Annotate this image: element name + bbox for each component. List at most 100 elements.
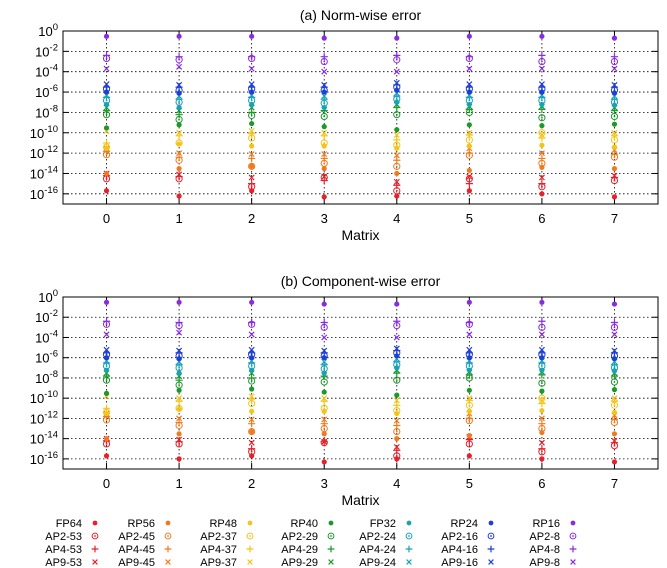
data-point-rp48 [466,143,472,149]
data-point-ap9-37 [321,395,328,402]
legend-label: RP48 [209,518,237,530]
data-point-ap9-53 [611,172,618,179]
data-point-ap9-16 [103,346,110,353]
data-point-fp64 [103,453,110,459]
data-point-ap9-53 [393,178,400,185]
data-point-rp48 [249,143,255,149]
data-point-ap9-53 [538,174,545,181]
legend-marker-ap2-29 [327,532,335,540]
data-point-ap9-16 [176,81,183,88]
x-tick-label: 5 [466,211,473,226]
data-point-ap2-29 [538,114,546,122]
data-point-ap9-53 [321,438,328,445]
x-tick-label: 4 [393,476,400,491]
data-point-fp64 [394,193,400,199]
x-axis-label: Matrix [341,227,379,243]
chart-title: (b) Component-wise error [281,273,441,289]
chart-panel-a: (a) Norm-wise error10010-210-410-610-810… [30,7,659,243]
y-tick-label: 10-2 [35,308,58,325]
y-tick-label: 10-14 [30,430,58,447]
data-point-ap9-45 [393,152,400,159]
data-points [102,33,619,200]
y-tick-label: 10-10 [30,124,58,141]
legend-label: AP4-24 [359,544,396,556]
data-point-ap2-29 [320,112,328,121]
y-tick-label: 10-2 [35,42,58,59]
legend-marker-rp24 [488,520,494,526]
data-point-ap9-8 [538,331,545,338]
data-point-rp40 [611,387,618,393]
data-point-ap4-53 [465,180,473,188]
legend-marker-ap9-24 [406,559,412,565]
data-point-rp56 [611,431,618,437]
data-point-rp16 [176,299,182,305]
y-tick-label: 10-14 [30,164,58,181]
data-point-ap4-45 [175,153,183,161]
data-point-ap4-8 [538,317,546,325]
y-tick-label: 10-16 [30,450,58,467]
data-point-ap9-16 [393,345,400,352]
data-point-ap9-53 [393,443,400,451]
data-point-rp48 [611,144,618,150]
data-point-ap9-45 [321,151,328,158]
data-point-ap9-53 [611,437,618,444]
data-point-ap9-37 [393,397,400,404]
data-point-rp48 [176,406,182,412]
data-point-ap4-45 [465,414,473,423]
chart-panel-b: (b) Component-wise error 100 10-2 10-4 10-6 1… [30,273,659,508]
data-point-rp16 [103,299,110,305]
legend-marker-ap4-8 [569,545,577,553]
data-point-ap4-37 [102,404,111,412]
data-point-ap9-16 [103,81,110,88]
legend-label: AP9-37 [200,557,237,568]
legend-label: AP2-24 [359,531,396,543]
legend-label: AP2-45 [118,531,155,543]
data-point-ap9-8 [466,331,473,338]
data-point-ap4-8 [465,53,473,61]
data-point-ap9-8 [248,331,255,338]
data-point-ap9-37 [176,129,183,136]
data-point-ap9-45 [321,416,328,423]
x-tick-label: 1 [175,476,182,491]
data-point-rp40 [394,392,400,398]
legend-marker-ap4-24 [405,545,413,553]
data-point-ap2-29 [610,378,619,386]
data-point-ap4-8 [175,318,183,327]
data-point-ap4-8 [393,317,401,325]
data-point-fp64 [466,188,472,194]
legend-marker-ap4-53 [91,545,99,553]
legend-label: AP4-8 [529,544,560,556]
data-point-ap9-16 [466,81,473,88]
legend-marker-ap9-16 [488,559,494,565]
data-point-rp48 [539,142,545,148]
legend-label: AP2-16 [441,531,478,543]
data-point-ap9-53 [321,173,328,180]
data-point-ap4-37 [393,401,401,409]
data-point-ap9-16 [466,346,473,353]
data-point-rp16 [611,35,618,41]
data-point-rp56 [321,431,327,437]
data-point-ap9-37 [611,395,618,402]
legend-marker-ap2-53 [91,532,99,540]
data-point-ap9-16 [248,346,255,353]
data-point-ap4-53 [248,445,256,453]
chart-title: (a) Norm-wise error [300,7,422,23]
data-point-fp64 [539,456,545,462]
data-point-ap9-37 [393,131,400,139]
legend-label: AP4-16 [441,544,478,556]
x-tick-label: 4 [393,211,400,226]
data-point-ap4-45 [538,420,546,428]
data-point-ap9-53 [466,173,473,180]
y-tick-label: 10-8 [35,369,58,386]
data-point-rp16 [249,299,255,305]
data-point-ap4-37 [393,136,401,144]
data-point-ap9-37 [538,397,545,404]
data-point-ap2-29 [538,379,546,387]
x-tick-label: 6 [538,476,545,491]
data-point-rp40 [321,389,327,395]
legend-marker-ap9-37 [247,559,253,565]
data-point-ap4-8 [175,53,183,61]
y-tick-label: 10-12 [30,409,58,426]
legend-label: AP9-16 [441,557,478,568]
x-tick-label: 6 [538,211,545,226]
